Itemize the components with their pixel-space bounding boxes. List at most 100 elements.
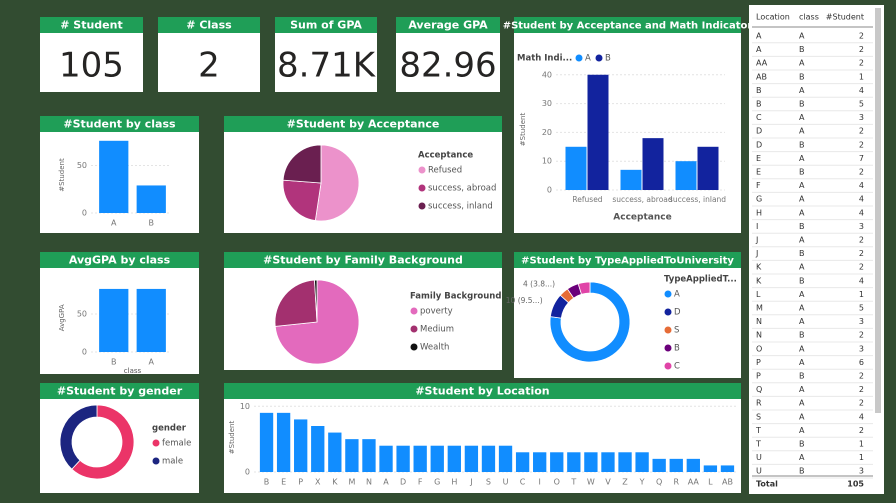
x-tick-label: S bbox=[486, 478, 491, 487]
bar bbox=[618, 452, 632, 472]
table-cell: A bbox=[799, 399, 805, 408]
table-cell: H bbox=[756, 208, 762, 217]
table-cell: A bbox=[799, 195, 805, 204]
table-panel bbox=[749, 5, 884, 494]
table-cell: E bbox=[756, 154, 761, 163]
table-cell: 2 bbox=[859, 372, 864, 381]
x-tick-label: A bbox=[111, 219, 117, 228]
bar bbox=[587, 74, 609, 190]
panel-title: #Student by Acceptance bbox=[287, 118, 440, 131]
slice bbox=[549, 281, 631, 363]
card-value: 82.96 bbox=[399, 46, 496, 86]
table-cell: 4 bbox=[859, 195, 864, 204]
bar bbox=[498, 445, 513, 472]
panel bbox=[224, 116, 502, 233]
panel-title: #Student by class bbox=[63, 118, 176, 131]
table-cell: A bbox=[756, 32, 762, 41]
bar bbox=[413, 445, 427, 472]
slice bbox=[274, 279, 318, 327]
slice bbox=[282, 179, 322, 222]
table-cell: D bbox=[756, 140, 762, 149]
card-value: 8.71K bbox=[277, 46, 377, 86]
table-cell: I bbox=[756, 222, 758, 231]
table-cell: A bbox=[799, 86, 805, 95]
table-cell: R bbox=[756, 399, 762, 408]
data-label: 10 (9.5...) bbox=[506, 296, 543, 305]
bar bbox=[311, 426, 325, 472]
panel-header bbox=[224, 383, 741, 399]
x-tick-label: G bbox=[434, 478, 440, 487]
table-cell: D bbox=[756, 127, 762, 136]
column-header: Location bbox=[756, 13, 790, 22]
legend-label: S bbox=[674, 326, 679, 336]
legend-label: B bbox=[605, 54, 611, 64]
y-axis-label: #Student bbox=[519, 113, 527, 147]
table-cell: A bbox=[799, 154, 805, 163]
column-header: class bbox=[799, 13, 819, 22]
panel-title: #Student by Family Background bbox=[263, 254, 463, 267]
table-cell: 7 bbox=[859, 154, 864, 163]
table-cell: E bbox=[756, 168, 761, 177]
x-tick-label: J bbox=[469, 478, 472, 487]
y-tick-label: 10 bbox=[240, 402, 250, 411]
panel-title: AvgGPA by class bbox=[69, 254, 171, 267]
x-tick-label: R bbox=[673, 478, 679, 487]
bar bbox=[259, 412, 274, 472]
table-cell: 2 bbox=[859, 249, 864, 258]
table-cell: 4 bbox=[859, 412, 864, 421]
bar bbox=[565, 146, 587, 190]
total-label: Total bbox=[756, 480, 778, 489]
legend-label: C bbox=[674, 362, 680, 372]
table-cell: B bbox=[799, 72, 805, 81]
bar bbox=[635, 452, 649, 472]
table-cell: A bbox=[799, 426, 805, 435]
legend-label: success, abroad bbox=[428, 184, 496, 194]
bar bbox=[697, 146, 719, 190]
table-cell: B bbox=[799, 467, 805, 476]
table-cell: A bbox=[799, 412, 805, 421]
table-cell: L bbox=[756, 290, 761, 299]
legend-title: Math Indi... bbox=[517, 54, 572, 64]
table-cell: A bbox=[799, 208, 805, 217]
x-tick-label: P bbox=[298, 478, 303, 487]
card-value: 105 bbox=[59, 46, 124, 86]
legend-title: Family Background bbox=[410, 292, 501, 302]
table-cell: 2 bbox=[859, 331, 864, 340]
bar bbox=[533, 452, 547, 472]
panel-title: #Student by gender bbox=[57, 385, 183, 398]
scrollbar bbox=[875, 8, 881, 413]
legend-marker bbox=[664, 362, 672, 370]
panel bbox=[224, 252, 502, 370]
y-tick-label: 50 bbox=[77, 310, 87, 319]
table-cell: A bbox=[799, 263, 805, 272]
table-cell: A bbox=[799, 385, 805, 394]
table-cell: 2 bbox=[859, 59, 864, 68]
bar bbox=[464, 445, 479, 472]
table-cell: B bbox=[799, 168, 805, 177]
table-cell: 5 bbox=[859, 100, 864, 109]
x-tick-label: O bbox=[554, 478, 560, 487]
table-cell: 1 bbox=[859, 453, 864, 462]
y-axis-label: #Student bbox=[58, 158, 66, 192]
y-axis-label: AvgGPA bbox=[58, 304, 66, 331]
x-tick-label: Refused bbox=[572, 195, 602, 204]
legend-marker bbox=[664, 308, 672, 316]
table-cell: G bbox=[756, 195, 762, 204]
bar bbox=[396, 445, 410, 472]
bar bbox=[601, 452, 615, 472]
slice bbox=[59, 404, 98, 470]
table-cell: 2 bbox=[859, 263, 864, 272]
slice bbox=[71, 404, 135, 480]
slice bbox=[314, 279, 318, 323]
bar bbox=[720, 465, 735, 472]
legend-label: A bbox=[674, 290, 680, 300]
table-cell: AA bbox=[756, 59, 768, 68]
legend-marker bbox=[152, 439, 160, 447]
table-cell: A bbox=[799, 127, 805, 136]
panel-title: Sum of GPA bbox=[290, 19, 362, 32]
table-cell: N bbox=[756, 331, 762, 340]
legend-label: A bbox=[585, 54, 591, 64]
table-cell: A bbox=[799, 181, 805, 190]
x-tick-label: N bbox=[366, 478, 372, 487]
legend-label: B bbox=[674, 344, 680, 354]
